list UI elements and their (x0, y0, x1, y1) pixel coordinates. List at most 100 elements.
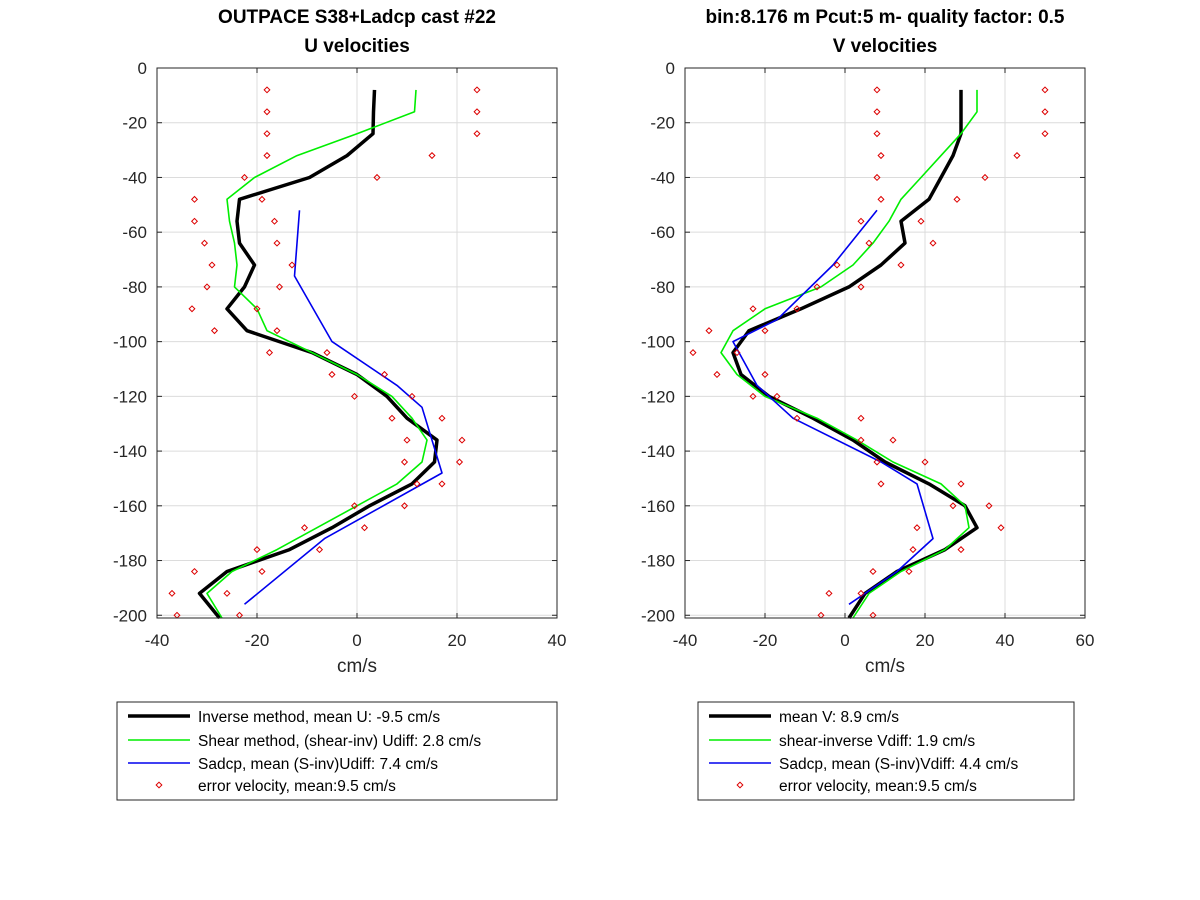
u-x-tick-label: 40 (548, 631, 567, 650)
v-y-tick-label: -60 (650, 223, 675, 242)
v-error-marker (957, 546, 965, 554)
u-error-marker (173, 611, 181, 619)
v-error-marker (877, 480, 885, 488)
u-legend-swatch-error (155, 781, 163, 789)
u-error-marker (258, 195, 266, 203)
v-sadcp-line (732, 209, 934, 605)
u-y-tick-label: -120 (113, 387, 147, 406)
u-error-marker (190, 567, 199, 576)
u-legend-box (116, 701, 558, 801)
v-error-marker (749, 305, 757, 313)
u-error-marker (438, 414, 446, 422)
u-error-marker (235, 611, 244, 619)
u-error-marker (240, 173, 249, 181)
v-error-marker (929, 239, 937, 247)
u-error-marker (273, 327, 281, 335)
u-legend: Inverse method, mean U: -9.5 cm/s Shear … (116, 701, 558, 801)
u-error-marker (403, 436, 411, 444)
u-error-marker (408, 392, 416, 400)
v-error-marker (869, 567, 877, 576)
u-error-marker (253, 305, 261, 313)
u-error-marker (315, 546, 324, 554)
u-error-marker (223, 589, 231, 597)
u-y-tick-label: -140 (113, 442, 147, 461)
u-x-tick-label: -40 (145, 631, 170, 650)
v-error-marker (1041, 86, 1049, 94)
v-y-tick-label: -120 (641, 387, 675, 406)
v-error-marker (873, 173, 881, 181)
v-error-marker (825, 589, 833, 597)
u-legend-error: error velocity, mean:9.5 cm/s (198, 778, 396, 795)
v-error-marker (877, 195, 885, 203)
u-error-marker (190, 217, 199, 225)
v-error-marker (873, 86, 881, 94)
u-error-marker (428, 152, 436, 160)
u-y-tick-label: -160 (113, 497, 147, 516)
v-error-marker (869, 611, 877, 619)
v-error-marker (1013, 152, 1021, 160)
v-error-marker (981, 173, 989, 181)
v-y-tick-label: 0 (666, 59, 675, 78)
u-y-tick-label: -40 (122, 168, 147, 187)
u-error-marker (273, 239, 281, 247)
v-error-marker (761, 327, 769, 335)
v-y-tick-label: -200 (641, 606, 675, 625)
v-error-marker (905, 567, 913, 576)
v-error-marker (865, 239, 873, 247)
v-y-tick-label: -20 (650, 114, 675, 133)
v-error-marker (873, 130, 881, 138)
u-error-marker (400, 502, 409, 510)
v-axes-frame (684, 67, 1086, 619)
u-legend-sadcp: Sadcp, mean (S-inv)Udiff: 7.4 cm/s (198, 756, 438, 773)
v-error-marker (793, 305, 801, 313)
u-error-marker (263, 86, 271, 94)
u-x-tick-label: -20 (245, 631, 270, 650)
u-error-marker (455, 458, 464, 466)
u-error-marker (400, 458, 409, 466)
u-error-marker (263, 152, 271, 160)
v-x-tick-label: 20 (916, 631, 935, 650)
v-legend-swatch-error (736, 781, 744, 789)
v-error-marker (857, 283, 865, 291)
u-error-marker (258, 567, 266, 576)
v-panel-subtitle: V velocities (833, 36, 938, 57)
u-y-tick-label: -20 (122, 114, 147, 133)
u-x-tick-label: 0 (352, 631, 361, 650)
u-x-tick-label: 20 (448, 631, 467, 650)
u-error-marker (253, 546, 261, 554)
u-error-marker (350, 502, 359, 510)
v-error-marker (873, 108, 881, 116)
u-error-marker (328, 370, 336, 379)
u-y-tick-label: -200 (113, 606, 147, 625)
v-legend-mean: mean V: 8.9 cm/s (779, 709, 899, 726)
u-velocity-panel: OUTPACE S38+Ladcp cast #22 U velocities … (113, 7, 567, 801)
v-error-marker (953, 195, 961, 203)
u-x-axis-label: cm/s (337, 656, 377, 677)
v-error-marker (909, 546, 917, 554)
v-x-tick-label: 0 (840, 631, 849, 650)
u-error-marker (300, 524, 309, 532)
u-y-tick-label: -60 (122, 223, 147, 242)
v-y-tick-label: -160 (641, 497, 675, 516)
v-legend-sadcp: Sadcp, mean (S-inv)Vdiff: 4.4 cm/s (779, 756, 1018, 773)
v-error-marker (949, 502, 957, 510)
v-velocity-panel: bin:8.176 m Pcut:5 m- quality factor: 0.… (641, 7, 1094, 801)
v-legend-shear: shear-inverse Vdiff: 1.9 cm/s (779, 733, 975, 750)
v-axes-background (685, 68, 1085, 618)
v-error-marker (857, 436, 865, 444)
u-error-marker (270, 217, 279, 225)
u-error-marker (263, 130, 271, 138)
u-error-marker (275, 283, 284, 291)
v-error-marker (913, 524, 921, 532)
u-error-marker (350, 392, 359, 400)
v-error-marker (817, 611, 825, 619)
u-error-marker (473, 108, 481, 116)
u-error-marker (413, 480, 421, 488)
v-legend: mean V: 8.9 cm/s shear-inverse Vdiff: 1.… (697, 701, 1075, 801)
v-panel-title: bin:8.176 m Pcut:5 m- quality factor: 0.… (706, 7, 1065, 28)
u-error-marker (188, 305, 196, 313)
v-error-marker (813, 283, 821, 291)
v-error-marker (857, 589, 865, 597)
u-legend-shear: Shear method, (shear-inv) Udiff: 2.8 cm/… (198, 733, 481, 750)
u-shear-line (206, 89, 428, 619)
